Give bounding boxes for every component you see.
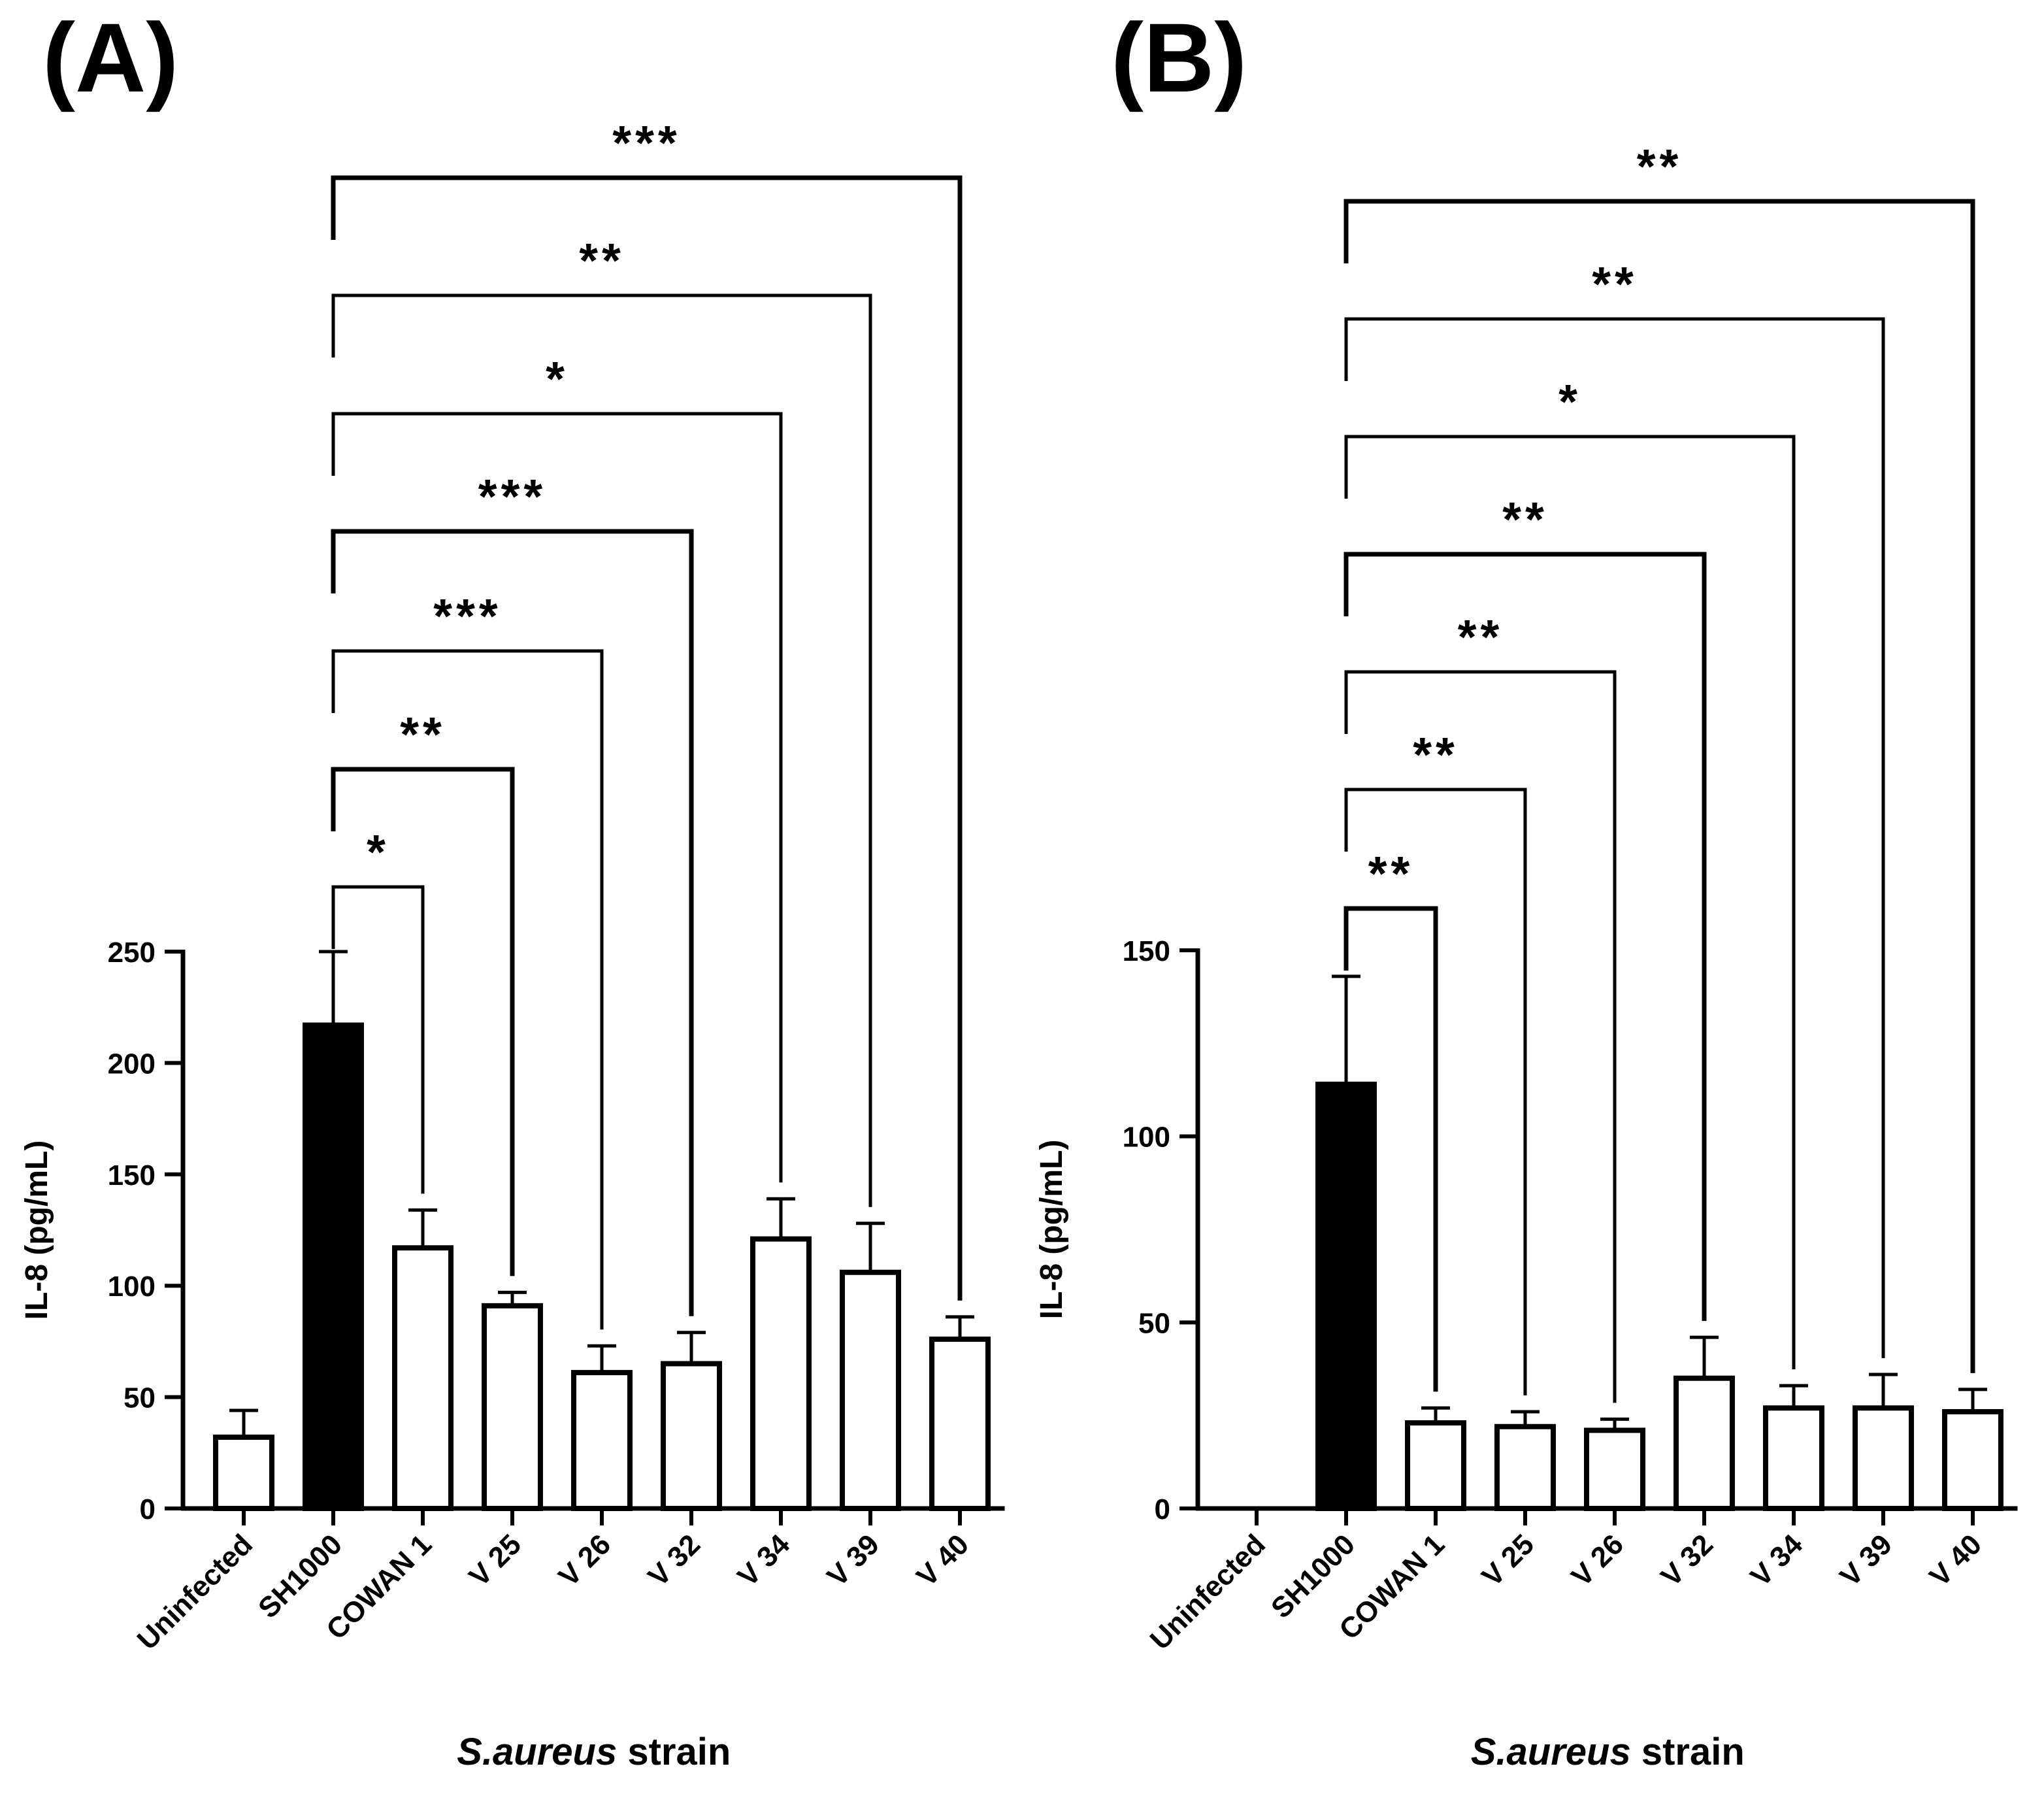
bar-v-32 xyxy=(1673,1375,1735,1512)
y-tick-label: 200 xyxy=(108,1048,156,1080)
bar-cowan-1 xyxy=(392,1245,453,1512)
y-tick-label: 100 xyxy=(1123,1122,1170,1154)
significance-label-v-34: * xyxy=(1558,375,1581,429)
x-axis-title-rest: strain xyxy=(1631,1731,1745,1773)
bar-v-26 xyxy=(571,1370,633,1512)
significance-label-v-39: ** xyxy=(1592,257,1638,311)
x-tick-label-v-40: V 40 xyxy=(910,1528,975,1593)
significance-bracket-v-26 xyxy=(331,649,604,1330)
y-tick-label: 50 xyxy=(1138,1307,1170,1339)
significance-bracket-v-32 xyxy=(331,529,694,1316)
x-tick-label-v-25: V 25 xyxy=(463,1528,527,1593)
significance-label-v-40: ** xyxy=(1637,139,1683,193)
panel-label: (A) xyxy=(42,3,178,112)
x-tick-label-v-40: V 40 xyxy=(1923,1528,1988,1593)
x-tick-label-uninfected: Uninfected xyxy=(1144,1528,1272,1656)
x-axis-title: S.aureus strain xyxy=(1471,1731,1745,1773)
significance-bracket-v-34 xyxy=(331,412,783,1183)
significance-bracket-v-25 xyxy=(331,767,515,1276)
x-tick-label-v-39: V 39 xyxy=(1834,1528,1898,1593)
significance-label-v-26: ** xyxy=(1458,610,1504,664)
significance-bracket-v-32 xyxy=(1343,552,1707,1322)
x-axis-title: S.aureus strain xyxy=(457,1731,731,1773)
y-tick-label: 250 xyxy=(108,937,156,969)
bar-uninfected xyxy=(213,1434,274,1512)
significance-label-v-32: ** xyxy=(1502,492,1548,546)
bar-v-34 xyxy=(750,1236,812,1511)
significance-bracket-v-25 xyxy=(1344,788,1527,1395)
bar-v-26 xyxy=(1584,1427,1645,1511)
y-tick-label: 150 xyxy=(108,1159,156,1191)
bar-sh1000 xyxy=(303,1022,364,1511)
bar-v-25 xyxy=(1494,1423,1556,1511)
significance-label-v-26: *** xyxy=(433,589,501,643)
significance-label-v-25: ** xyxy=(400,707,446,761)
significance-bracket-v-39 xyxy=(331,293,872,1207)
bar-v-32 xyxy=(661,1361,722,1511)
significance-label-v-34: * xyxy=(546,352,569,406)
significance-bracket-v-40 xyxy=(1343,199,1975,1373)
bar-v-40 xyxy=(1942,1408,2003,1512)
significance-bracket-v-40 xyxy=(331,175,963,1301)
x-axis-title-italic: S.aureus xyxy=(457,1731,617,1773)
panel-a: (A)050100150200250UninfectedSH1000COWAN … xyxy=(20,3,1005,1773)
significance-label-cowan-1: * xyxy=(367,825,389,879)
x-tick-label-v-34: V 34 xyxy=(1744,1528,1809,1593)
significance-bracket-v-39 xyxy=(1344,317,1885,1359)
x-axis-title-rest: strain xyxy=(617,1731,731,1773)
x-tick-label-v-32: V 32 xyxy=(642,1528,706,1593)
x-tick-label-v-26: V 26 xyxy=(552,1528,617,1593)
x-axis-title-italic: S.aureus xyxy=(1471,1731,1631,1773)
significance-bracket-v-34 xyxy=(1344,435,1796,1370)
x-tick-label-v-39: V 39 xyxy=(821,1528,885,1593)
significance-bracket-cowan-1 xyxy=(331,885,425,1194)
panel-label: (B) xyxy=(1111,3,1247,112)
significance-label-v-32: *** xyxy=(478,469,546,524)
y-tick-label: 100 xyxy=(108,1271,156,1303)
bar-v-39 xyxy=(840,1269,901,1511)
bar-v-40 xyxy=(929,1336,991,1511)
bar-v-39 xyxy=(1853,1405,1914,1512)
significance-bracket-cowan-1 xyxy=(1343,906,1438,1392)
x-tick-label-v-34: V 34 xyxy=(731,1528,796,1593)
y-tick-label: 150 xyxy=(1123,935,1170,967)
y-tick-label: 0 xyxy=(1155,1493,1170,1525)
x-tick-label-v-26: V 26 xyxy=(1565,1528,1630,1593)
bar-sh1000 xyxy=(1315,1081,1377,1511)
significance-label-v-39: ** xyxy=(579,233,625,288)
bar-cowan-1 xyxy=(1405,1420,1466,1511)
x-tick-label-v-25: V 25 xyxy=(1475,1528,1540,1593)
significance-label-cowan-1: ** xyxy=(1368,846,1414,901)
x-tick-label-v-32: V 32 xyxy=(1655,1528,1719,1593)
x-tick-label-uninfected: Uninfected xyxy=(131,1528,259,1656)
y-tick-label: 0 xyxy=(140,1493,156,1525)
significance-label-v-25: ** xyxy=(1413,727,1459,782)
y-axis-title: IL-8 (pg/mL) xyxy=(20,1140,54,1320)
bar-v-25 xyxy=(482,1303,543,1511)
significance-label-v-40: *** xyxy=(612,116,680,170)
y-axis-title: IL-8 (pg/mL) xyxy=(1034,1140,1069,1320)
significance-bracket-v-26 xyxy=(1344,670,1617,1403)
bar-v-34 xyxy=(1763,1405,1824,1512)
y-tick-label: 50 xyxy=(124,1382,156,1414)
